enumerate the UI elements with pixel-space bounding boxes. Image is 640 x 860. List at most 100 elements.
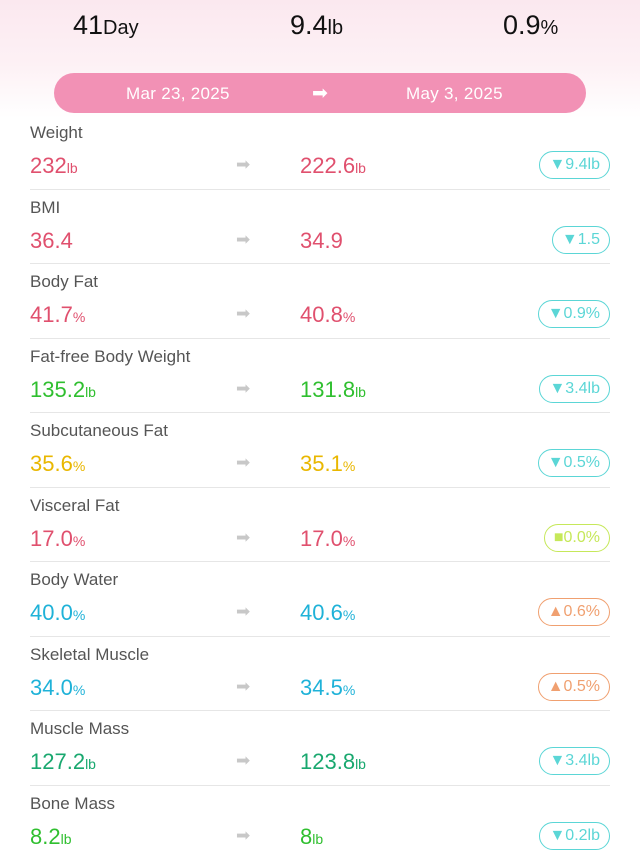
metric-row[interactable]: Bone Mass 8.2lb ➡ 8lb ▼0.2lb [0,786,640,860]
metric-to-value: 34.5 [300,675,343,700]
metric-from-unit: % [73,533,85,549]
metric-row[interactable]: Body Fat 41.7% ➡ 40.8% ▼0.9% [0,264,640,339]
metric-label: Visceral Fat [30,496,119,516]
arrow-right-icon: ➡ [236,528,250,548]
metric-row[interactable]: Skeletal Muscle 34.0% ➡ 34.5% ▲0.5% [0,637,640,712]
metric-to-unit: % [343,533,355,549]
metric-from-unit: lb [85,384,96,400]
summary-weight-change: 9.4lb [290,10,343,41]
change-badge: ▼3.4lb [539,375,610,403]
arrow-right-icon: ➡ [236,379,250,399]
metric-from: 17.0% [30,526,85,552]
metric-from: 36.4 [30,228,73,254]
summary-percent-unit: % [541,17,559,39]
metric-from: 135.2lb [30,377,96,403]
metric-from: 232lb [30,153,78,179]
metric-row[interactable]: BMI 36.4 ➡ 34.9 ▼1.5 [0,190,640,265]
change-badge: ▼0.9% [538,300,610,328]
start-date[interactable]: Mar 23, 2025 [126,84,230,104]
metric-label: Subcutaneous Fat [30,421,168,441]
metric-row[interactable]: Visceral Fat 17.0% ➡ 17.0% ■0.0% [0,488,640,563]
arrow-right-icon: ➡ [236,826,250,846]
arrow-right-icon: ➡ [236,751,250,771]
metric-to-value: 131.8 [300,377,355,402]
metric-to-value: 222.6 [300,153,355,178]
metric-to: 34.9 [300,228,343,254]
metric-to-value: 17.0 [300,526,343,551]
metric-to: 8lb [300,824,323,850]
metric-to-unit: % [343,682,355,698]
change-badge: ▼9.4lb [539,151,610,179]
metric-to: 123.8lb [300,749,366,775]
metric-to-unit: lb [355,756,366,772]
metric-from-value: 127.2 [30,749,85,774]
metric-to-value: 8 [300,824,312,849]
metric-label: Body Fat [30,272,98,292]
metric-to: 40.6% [300,600,355,626]
change-badge: ▼1.5 [552,226,610,254]
metric-from-value: 135.2 [30,377,85,402]
metric-from-unit: % [73,682,85,698]
metric-from-value: 34.0 [30,675,73,700]
metric-row[interactable]: Subcutaneous Fat 35.6% ➡ 35.1% ▼0.5% [0,413,640,488]
summary-weight-value: 9.4 [290,10,328,40]
metric-row[interactable]: Muscle Mass 127.2lb ➡ 123.8lb ▼3.4lb [0,711,640,786]
arrow-right-icon: ➡ [236,155,250,175]
metric-to-value: 40.6 [300,600,343,625]
metric-from: 8.2lb [30,824,72,850]
summary-days-value: 41 [73,10,103,40]
metric-to-value: 35.1 [300,451,343,476]
arrow-right-icon: ➡ [236,304,250,324]
metric-to: 34.5% [300,675,355,701]
metric-from-value: 8.2 [30,824,61,849]
date-range-selector[interactable]: Mar 23, 2025 ➡ May 3, 2025 [54,73,586,113]
metric-to-unit: % [343,458,355,474]
metric-to-unit: % [343,309,355,325]
summary-days-unit: Day [103,17,139,39]
metric-to-unit: lb [355,384,366,400]
end-date[interactable]: May 3, 2025 [406,84,503,104]
change-badge: ▼0.2lb [539,822,610,850]
metric-label: Bone Mass [30,794,115,814]
metric-from-value: 232 [30,153,67,178]
change-badge: ▲0.6% [538,598,610,626]
summary-weight-unit: lb [328,17,344,39]
metric-row[interactable]: Weight 232lb ➡ 222.6lb ▼9.4lb [0,115,640,190]
metric-from-value: 35.6 [30,451,73,476]
metric-from-unit: lb [67,160,78,176]
metric-to-unit: % [343,607,355,623]
metric-to-value: 123.8 [300,749,355,774]
metric-from-value: 36.4 [30,228,73,253]
metric-from-unit: lb [61,831,72,847]
metric-label: BMI [30,198,60,218]
metric-to-value: 40.8 [300,302,343,327]
metric-from: 34.0% [30,675,85,701]
metric-label: Body Water [30,570,118,590]
arrow-right-icon: ➡ [312,82,328,105]
metric-from-unit: % [73,458,85,474]
metrics-list: Weight 232lb ➡ 222.6lb ▼9.4lb BMI 36.4 ➡… [0,115,640,860]
metric-row[interactable]: Body Water 40.0% ➡ 40.6% ▲0.6% [0,562,640,637]
metric-from: 35.6% [30,451,85,477]
summary-percent-value: 0.9 [503,10,541,40]
metric-from-value: 41.7 [30,302,73,327]
metric-from-unit: % [73,309,85,325]
summary-percent-change: 0.9% [503,10,558,41]
arrow-right-icon: ➡ [236,453,250,473]
metric-to: 40.8% [300,302,355,328]
metric-from-value: 17.0 [30,526,73,551]
metric-from-value: 40.0 [30,600,73,625]
change-badge: ▼0.5% [538,449,610,477]
summary-header: 41Day 9.4lb 0.9% [0,0,640,60]
metric-to-value: 34.9 [300,228,343,253]
metric-to: 35.1% [300,451,355,477]
metric-to: 17.0% [300,526,355,552]
metric-from-unit: % [73,607,85,623]
change-badge: ▼3.4lb [539,747,610,775]
metric-from: 41.7% [30,302,85,328]
arrow-right-icon: ➡ [236,677,250,697]
metric-row[interactable]: Fat-free Body Weight 135.2lb ➡ 131.8lb ▼… [0,339,640,414]
metric-from-unit: lb [85,756,96,772]
metric-from: 127.2lb [30,749,96,775]
metric-to-unit: lb [312,831,323,847]
